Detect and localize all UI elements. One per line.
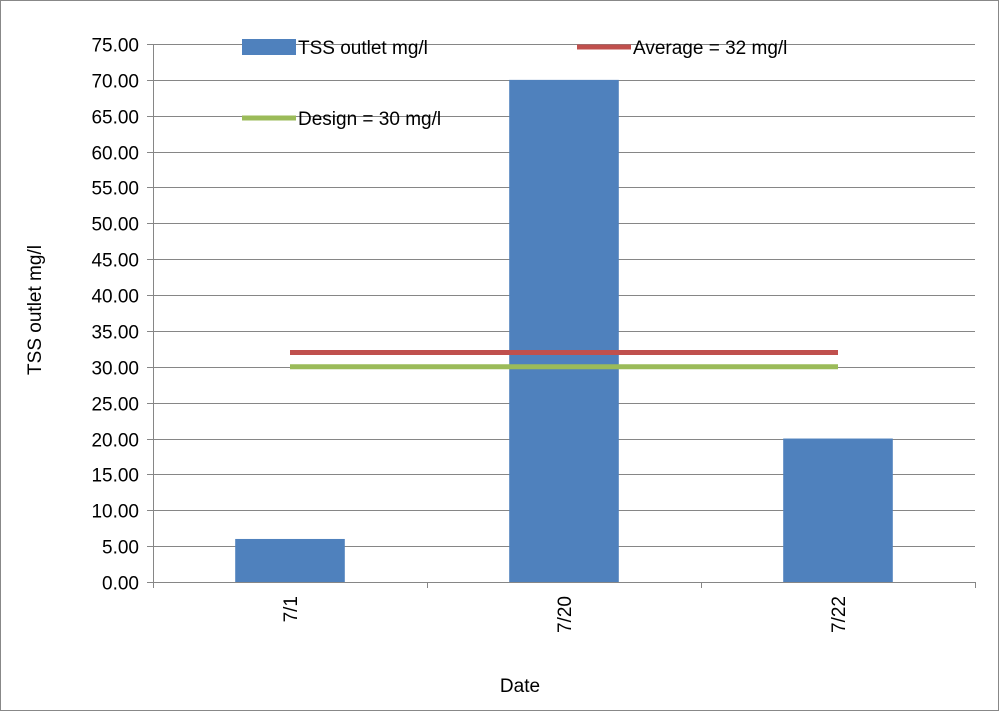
y-tick-label: 75.00 — [91, 36, 139, 57]
y-tick-label: 20.00 — [91, 431, 139, 452]
y-tick-label: 40.00 — [91, 287, 139, 308]
bar — [783, 438, 893, 582]
line-series — [290, 349, 838, 370]
y-tick-label: 0.00 — [102, 574, 139, 595]
x-axis-label: Date — [500, 676, 540, 697]
x-tick-label: 7/1 — [281, 596, 302, 622]
tick-labels: 0.00 5.00 10.00 15.00 20.00 25.00 30.00 35.00 40… — [91, 36, 850, 633]
y-tick-label: 25.00 — [91, 395, 139, 416]
bar-series — [235, 79, 893, 582]
y-tick-label: 35.00 — [91, 323, 139, 344]
y-tick-label: 60.00 — [91, 144, 139, 165]
legend: TSS outlet mg/l Average = 32 mg/l Design =… — [242, 38, 787, 130]
y-tick-label: 10.00 — [91, 502, 139, 523]
y-tick-label: 30.00 — [91, 359, 139, 380]
y-tick-label: 55.00 — [91, 179, 139, 200]
y-tick-label: 50.00 — [91, 215, 139, 236]
legend-label: Design = 30 mg/l — [298, 109, 441, 130]
axes — [153, 44, 976, 588]
legend-label: Average = 32 mg/l — [633, 38, 787, 59]
bar — [509, 79, 619, 582]
x-tick-label: 7/20 — [555, 596, 576, 633]
y-axis-label: TSS outlet mg/l — [25, 245, 46, 375]
x-tick-label: 7/22 — [829, 596, 850, 633]
legend-label: TSS outlet mg/l — [298, 38, 428, 59]
y-tick-label: 5.00 — [102, 538, 139, 559]
bar — [235, 538, 345, 582]
y-tick-label: 65.00 — [91, 108, 139, 129]
y-tick-label: 15.00 — [91, 466, 139, 487]
y-tick-label: 70.00 — [91, 72, 139, 93]
y-tick-label: 45.00 — [91, 251, 139, 272]
legend-swatch — [242, 39, 296, 55]
